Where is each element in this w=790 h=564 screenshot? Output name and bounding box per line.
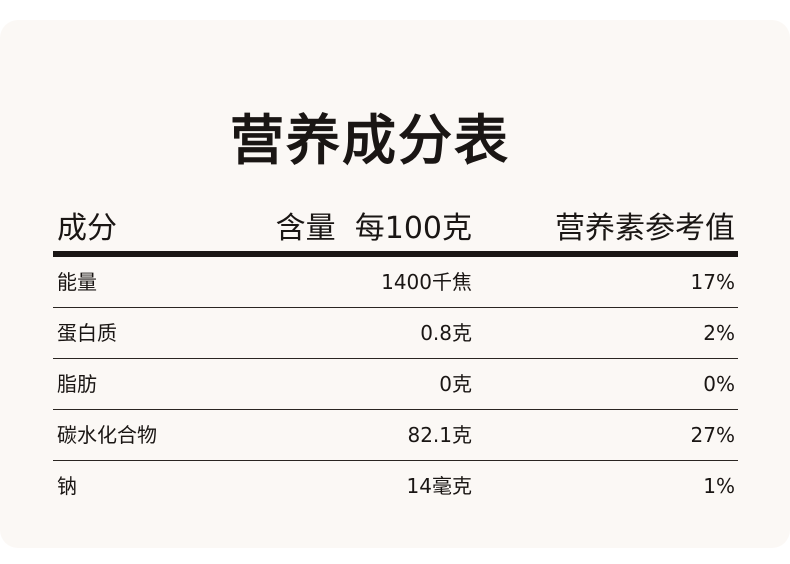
table-row: 能量 1400千焦 17%	[53, 257, 738, 308]
row-nrv: 1%	[703, 474, 735, 498]
row-item: 碳水化合物	[57, 423, 157, 447]
row-nrv: 0%	[703, 372, 735, 396]
nutrition-card: 营养成分表 成分 含量 每100克 营养素参考值 能量 1400千焦 17% 蛋…	[0, 20, 790, 548]
table-row: 蛋白质 0.8克 2%	[53, 308, 738, 359]
header-nrv: 营养素参考值	[555, 211, 735, 246]
table-row: 碳水化合物 82.1克 27%	[53, 410, 738, 461]
header-divider	[53, 251, 738, 257]
row-nrv: 17%	[690, 270, 735, 294]
row-amount: 82.1克	[407, 423, 472, 447]
row-amount: 0克	[439, 372, 472, 396]
table-row: 钠 14毫克 1%	[53, 461, 738, 511]
row-item: 能量	[57, 270, 97, 294]
row-amount: 1400千焦	[381, 270, 472, 294]
row-nrv: 2%	[703, 321, 735, 345]
header-amount: 含量 每100克	[275, 211, 472, 246]
row-item: 钠	[57, 474, 77, 498]
row-amount: 14毫克	[406, 474, 472, 498]
nutrition-table: 成分 含量 每100克 营养素参考值 能量 1400千焦 17% 蛋白质 0.8…	[53, 203, 738, 511]
row-nrv: 27%	[690, 423, 735, 447]
table-row: 脂肪 0克 0%	[53, 359, 738, 410]
header-item: 成分	[57, 211, 117, 246]
row-item: 蛋白质	[57, 321, 117, 345]
page-title: 营养成分表	[230, 108, 510, 172]
row-item: 脂肪	[57, 372, 97, 396]
table-header: 成分 含量 每100克 营养素参考值	[53, 203, 738, 251]
row-amount: 0.8克	[420, 321, 472, 345]
